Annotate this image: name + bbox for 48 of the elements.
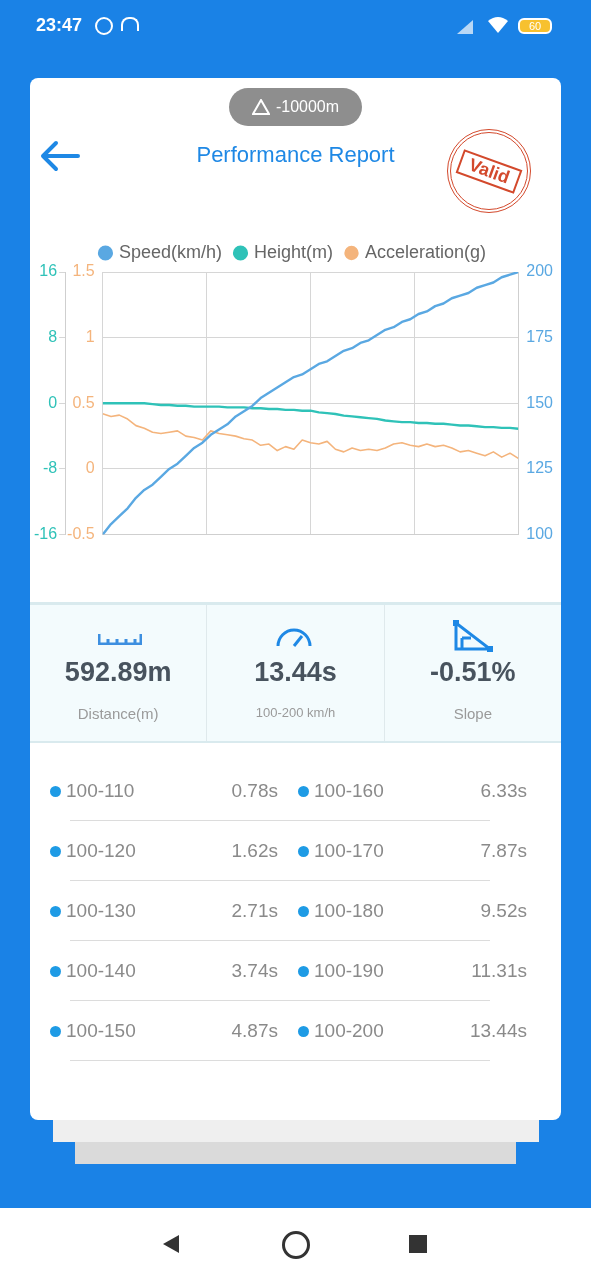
text: 100-120 bbox=[66, 840, 136, 862]
text: 13.44s bbox=[253, 657, 338, 688]
text: 100-150 bbox=[66, 1020, 136, 1042]
y-tick-label: -8 bbox=[42, 459, 58, 477]
y3-tick-label: 175 bbox=[526, 328, 554, 346]
text: 6.33s bbox=[480, 780, 527, 802]
text: 0.78s bbox=[231, 780, 278, 802]
y2-tick-label: 0.5 bbox=[72, 393, 95, 411]
text: Distance(m) bbox=[76, 705, 160, 722]
y-tick-label: 8 bbox=[48, 328, 58, 346]
text: 11.31s bbox=[471, 960, 527, 982]
text: 7.87s bbox=[480, 840, 527, 862]
y2-tick-label: 0 bbox=[85, 459, 95, 477]
y3-tick-label: 125 bbox=[526, 459, 554, 477]
text: 100-200 bbox=[314, 1020, 384, 1042]
legend-label: Speed(km/h) bbox=[118, 241, 222, 262]
text: 100-170 bbox=[314, 840, 384, 862]
text: -0.51% bbox=[429, 657, 517, 688]
legend-label: Height(m) bbox=[253, 241, 333, 262]
text: 13.44s bbox=[469, 1020, 527, 1042]
y2-tick-label: 1.5 bbox=[72, 262, 95, 280]
text: 100-140 bbox=[66, 960, 136, 982]
y3-tick-label: 150 bbox=[526, 393, 554, 411]
text: 592.89m bbox=[63, 657, 173, 688]
text: 9.52s bbox=[480, 900, 527, 922]
text: 100-180 bbox=[314, 900, 384, 922]
text: 100-110 bbox=[66, 780, 135, 802]
text: 1.62s bbox=[231, 840, 278, 862]
y3-tick-label: 200 bbox=[526, 262, 554, 280]
y2-tick-label: -0.5 bbox=[67, 525, 95, 543]
text: 4.87s bbox=[231, 1020, 278, 1042]
text: -10000m bbox=[275, 98, 340, 116]
text: 100-190 bbox=[314, 960, 384, 982]
y-tick-label: 16 bbox=[39, 262, 58, 280]
legend-label: Acceleration(g) bbox=[365, 241, 487, 262]
text: 100-200 km/h bbox=[254, 705, 337, 720]
text: 3.74s bbox=[231, 960, 278, 982]
battery-icon: 60 bbox=[518, 18, 552, 34]
y3-tick-label: 100 bbox=[526, 525, 554, 543]
text: 100-160 bbox=[314, 780, 384, 802]
y2-tick-label: 1 bbox=[85, 328, 95, 346]
text: 23:47 bbox=[36, 15, 83, 36]
text: Performance Report bbox=[195, 142, 396, 168]
text: Slope bbox=[452, 705, 493, 722]
y-tick-label: -16 bbox=[34, 525, 58, 543]
text: 2.71s bbox=[231, 900, 278, 922]
y-tick-label: 0 bbox=[48, 393, 58, 411]
text: 100-130 bbox=[66, 900, 136, 922]
